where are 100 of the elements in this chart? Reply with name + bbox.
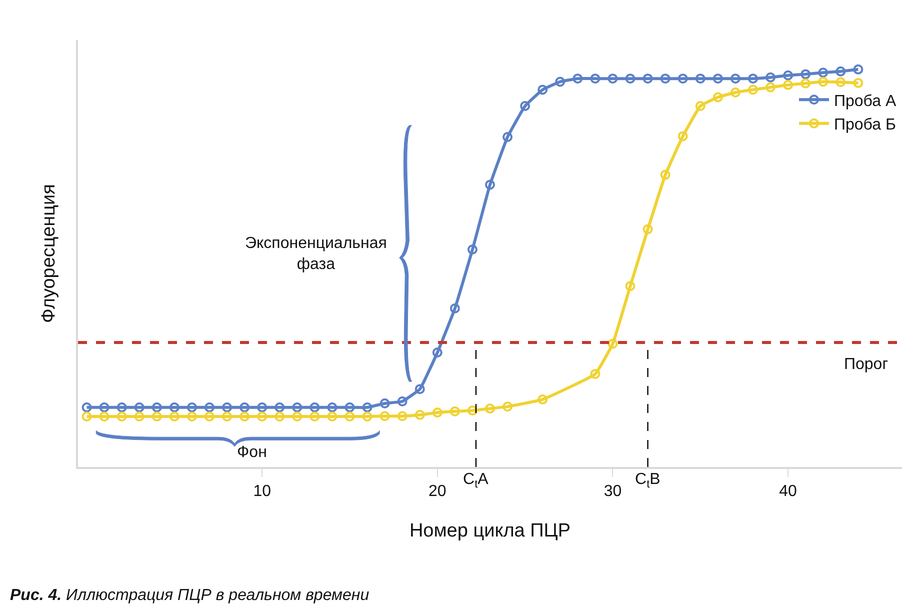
legend-label: Проба А bbox=[834, 92, 896, 110]
point bbox=[257, 402, 268, 412]
x-axis-title: Номер цикла ПЦР bbox=[409, 520, 571, 542]
point bbox=[695, 74, 706, 84]
point bbox=[660, 170, 670, 180]
point bbox=[836, 77, 846, 88]
point bbox=[538, 394, 548, 404]
annotation: Фон bbox=[237, 444, 267, 461]
point bbox=[99, 402, 110, 412]
point bbox=[748, 74, 758, 84]
point bbox=[783, 80, 794, 90]
point bbox=[538, 84, 548, 95]
point bbox=[152, 402, 162, 412]
point bbox=[292, 412, 302, 422]
text: Рис. 4. bbox=[10, 587, 62, 604]
point bbox=[204, 412, 214, 422]
point bbox=[432, 348, 442, 358]
point bbox=[818, 68, 828, 78]
point bbox=[292, 402, 302, 412]
point bbox=[642, 224, 653, 234]
ref-line-label: Порог bbox=[844, 356, 888, 373]
point bbox=[642, 74, 653, 84]
point bbox=[467, 244, 478, 255]
point bbox=[99, 412, 110, 422]
point bbox=[818, 76, 828, 87]
point bbox=[344, 402, 355, 412]
point bbox=[257, 412, 268, 422]
point bbox=[186, 412, 197, 422]
point bbox=[362, 402, 372, 412]
point bbox=[414, 384, 425, 394]
x-tick-label: 30 bbox=[604, 483, 622, 500]
point bbox=[152, 412, 162, 422]
ref-line-label: C$_{t}$A bbox=[463, 471, 489, 490]
point bbox=[380, 411, 390, 422]
point bbox=[362, 412, 372, 422]
point bbox=[240, 402, 250, 412]
point bbox=[520, 101, 530, 111]
y-axis-title: Флуоресценция bbox=[38, 184, 60, 323]
x-tick-label: 40 bbox=[779, 483, 798, 500]
point bbox=[204, 402, 214, 412]
point bbox=[414, 410, 425, 420]
point bbox=[555, 76, 566, 87]
point bbox=[853, 64, 864, 74]
point bbox=[502, 402, 513, 412]
point bbox=[625, 74, 636, 84]
point bbox=[344, 412, 355, 422]
point bbox=[240, 412, 250, 422]
point bbox=[502, 132, 513, 142]
point bbox=[730, 87, 740, 98]
point bbox=[712, 74, 723, 84]
point bbox=[625, 281, 636, 292]
x-tick-label: 20 bbox=[428, 483, 446, 500]
point bbox=[82, 412, 92, 422]
point bbox=[730, 74, 740, 84]
point bbox=[82, 402, 92, 412]
point bbox=[450, 406, 460, 416]
point bbox=[836, 66, 846, 76]
point bbox=[485, 404, 495, 414]
point bbox=[134, 412, 144, 422]
point bbox=[608, 74, 618, 84]
point bbox=[310, 402, 320, 412]
point bbox=[186, 402, 197, 412]
legend-label: Проба Б bbox=[834, 116, 896, 134]
point bbox=[678, 74, 688, 84]
point bbox=[800, 78, 811, 88]
point bbox=[450, 303, 460, 314]
point bbox=[222, 402, 232, 412]
point bbox=[590, 368, 600, 379]
point bbox=[169, 412, 180, 422]
point bbox=[274, 412, 285, 422]
point bbox=[116, 402, 127, 412]
point bbox=[695, 101, 706, 111]
point bbox=[748, 84, 758, 95]
point bbox=[800, 69, 811, 80]
point bbox=[274, 402, 285, 412]
annotation: Экспоненциальная фаза bbox=[245, 235, 387, 273]
point bbox=[572, 74, 583, 84]
point bbox=[853, 78, 864, 88]
point bbox=[590, 74, 600, 84]
point bbox=[397, 396, 408, 406]
point bbox=[783, 70, 794, 80]
point bbox=[327, 412, 338, 422]
text: Иллюстрация ПЦР в реальном времени bbox=[66, 587, 370, 604]
point bbox=[766, 72, 776, 82]
point bbox=[327, 402, 338, 412]
point bbox=[766, 82, 776, 92]
point bbox=[116, 412, 127, 422]
point bbox=[467, 406, 478, 416]
x-tick-label: 10 bbox=[253, 483, 272, 500]
point bbox=[169, 402, 180, 412]
point bbox=[222, 412, 232, 422]
point bbox=[397, 411, 408, 422]
point bbox=[310, 412, 320, 422]
point bbox=[380, 398, 390, 408]
point bbox=[712, 92, 723, 102]
point bbox=[432, 408, 442, 418]
point bbox=[608, 338, 618, 349]
point bbox=[485, 180, 495, 190]
point bbox=[678, 131, 688, 142]
ref-line-label: C$_{t}$B bbox=[635, 471, 660, 490]
